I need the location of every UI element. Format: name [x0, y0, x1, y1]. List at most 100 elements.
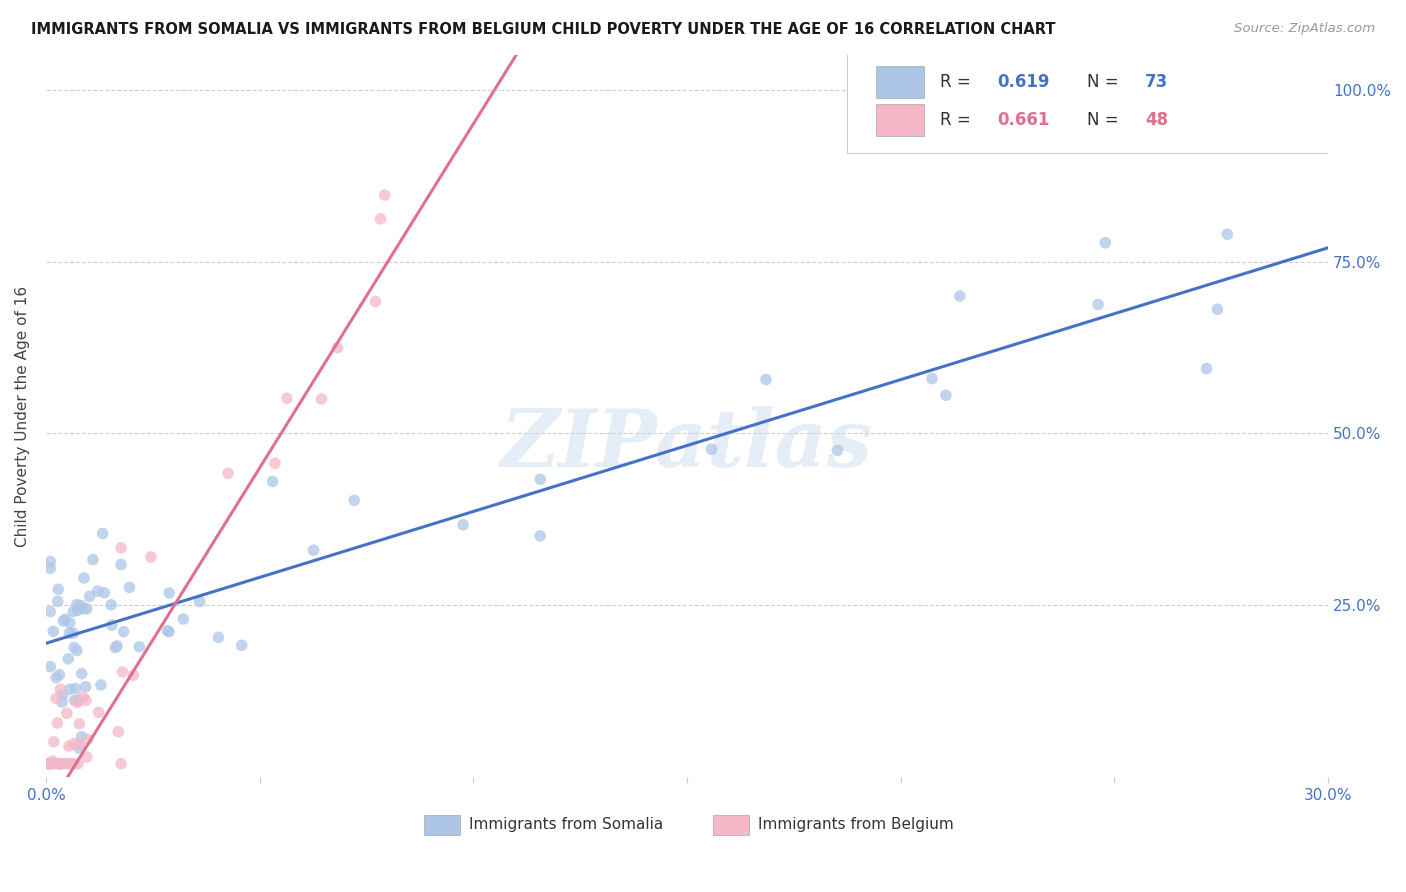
- Text: Source: ZipAtlas.com: Source: ZipAtlas.com: [1234, 22, 1375, 36]
- Point: [52, 756, 75, 771]
- Point: [48, 756, 70, 771]
- Point: [76, 732, 98, 747]
- FancyBboxPatch shape: [876, 103, 924, 136]
- Text: ZIPatlas: ZIPatlas: [501, 407, 873, 484]
- Point: [62, 604, 84, 618]
- Point: [101, 618, 124, 632]
- Point: [70, 666, 93, 681]
- Text: Immigrants from Belgium: Immigrants from Belgium: [758, 817, 953, 832]
- Point: [37, 756, 59, 771]
- Text: 73: 73: [1144, 73, 1168, 91]
- Point: [107, 724, 129, 739]
- Point: [949, 289, 972, 303]
- Point: [276, 391, 298, 405]
- Point: [188, 594, 211, 608]
- Point: [827, 443, 849, 458]
- Point: [63, 693, 86, 707]
- Point: [100, 598, 122, 612]
- FancyBboxPatch shape: [713, 815, 748, 835]
- Point: [37, 756, 59, 771]
- Point: [46, 582, 69, 597]
- Point: [49, 756, 72, 771]
- Point: [72, 690, 94, 705]
- Point: [42, 735, 65, 749]
- Point: [104, 640, 127, 655]
- Point: [1087, 297, 1109, 311]
- Point: [93, 586, 115, 600]
- Point: [231, 639, 253, 653]
- Text: N =: N =: [1087, 73, 1123, 91]
- Text: R =: R =: [939, 112, 976, 129]
- Point: [311, 392, 333, 406]
- Point: [118, 580, 141, 594]
- Point: [755, 373, 778, 387]
- Point: [110, 756, 132, 771]
- Point: [86, 584, 108, 599]
- Point: [326, 341, 349, 355]
- Point: [58, 626, 80, 640]
- Point: [41, 756, 63, 771]
- Point: [59, 615, 82, 630]
- Text: Immigrants from Somalia: Immigrants from Somalia: [470, 817, 664, 832]
- Point: [364, 294, 387, 309]
- Point: [91, 526, 114, 541]
- Point: [921, 371, 943, 385]
- Point: [370, 211, 392, 226]
- Point: [42, 624, 65, 639]
- Point: [51, 695, 73, 709]
- Point: [42, 754, 65, 768]
- Point: [70, 730, 93, 744]
- Point: [207, 630, 229, 644]
- Point: [82, 552, 104, 566]
- Point: [49, 682, 72, 697]
- Point: [53, 612, 76, 626]
- Point: [374, 188, 396, 202]
- Point: [39, 561, 62, 575]
- Point: [67, 693, 90, 707]
- Point: [67, 716, 90, 731]
- Point: [75, 680, 97, 694]
- Point: [41, 756, 63, 771]
- Point: [39, 605, 62, 619]
- Point: [39, 659, 62, 673]
- Point: [62, 756, 84, 771]
- Point: [76, 750, 98, 764]
- Point: [48, 667, 70, 681]
- Point: [451, 517, 474, 532]
- Point: [66, 598, 89, 612]
- Point: [45, 691, 67, 706]
- Text: IMMIGRANTS FROM SOMALIA VS IMMIGRANTS FROM BELGIUM CHILD POVERTY UNDER THE AGE O: IMMIGRANTS FROM SOMALIA VS IMMIGRANTS FR…: [31, 22, 1056, 37]
- Point: [105, 639, 128, 653]
- Point: [62, 737, 84, 751]
- Point: [529, 472, 551, 486]
- Point: [38, 756, 60, 771]
- Point: [52, 614, 75, 628]
- Point: [46, 594, 69, 608]
- Point: [56, 706, 79, 721]
- Point: [66, 756, 89, 771]
- Point: [66, 603, 89, 617]
- Point: [37, 756, 59, 771]
- Point: [39, 756, 62, 771]
- Point: [67, 741, 90, 756]
- Text: 0.661: 0.661: [997, 112, 1050, 129]
- Point: [112, 624, 135, 639]
- Point: [66, 695, 89, 709]
- Point: [76, 602, 98, 616]
- Point: [38, 756, 60, 771]
- Point: [73, 571, 96, 585]
- Point: [262, 475, 284, 489]
- Point: [56, 756, 79, 771]
- Point: [63, 640, 86, 655]
- Point: [79, 590, 101, 604]
- Point: [45, 756, 67, 771]
- Text: N =: N =: [1087, 112, 1123, 129]
- Point: [62, 626, 84, 640]
- Point: [157, 586, 180, 600]
- Point: [59, 682, 82, 697]
- Text: 48: 48: [1144, 112, 1168, 129]
- Point: [1195, 361, 1218, 376]
- Point: [302, 543, 325, 558]
- FancyBboxPatch shape: [876, 66, 924, 98]
- Point: [58, 652, 80, 666]
